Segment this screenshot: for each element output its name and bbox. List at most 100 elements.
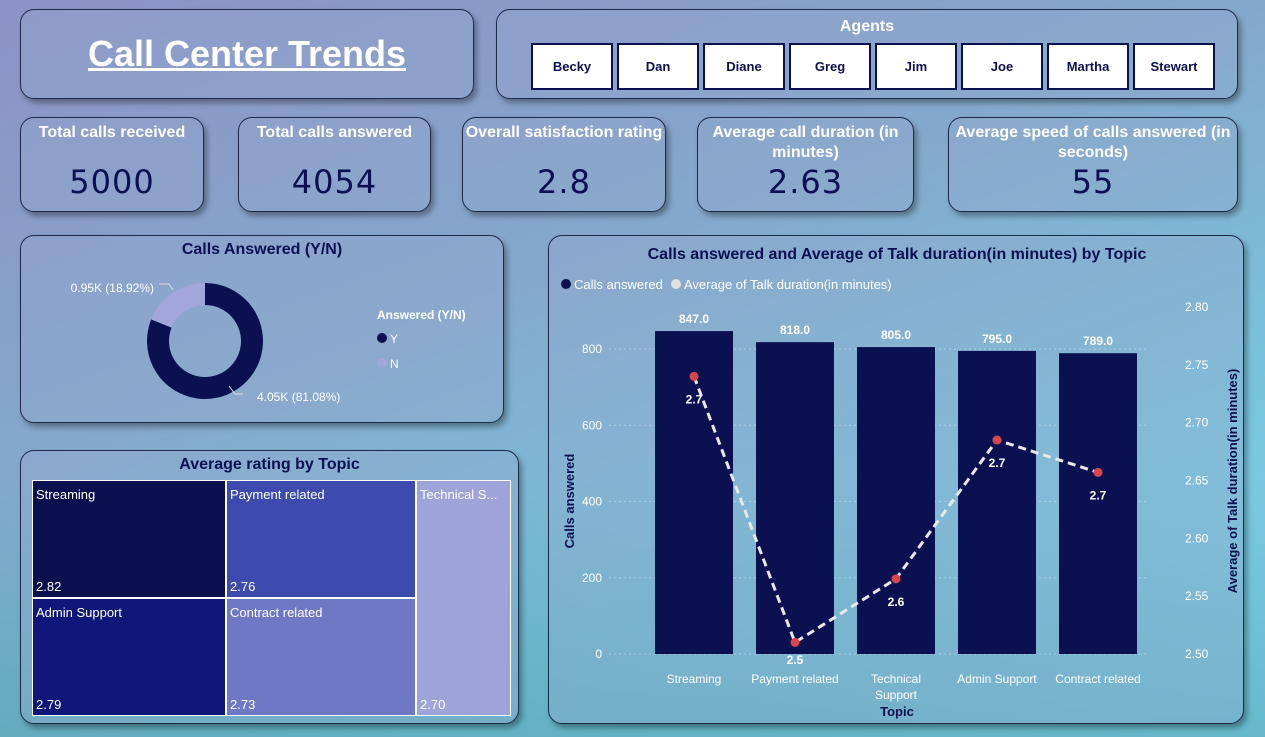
bar-1[interactable] bbox=[756, 342, 834, 654]
y2-tick-label: 2.50 bbox=[1185, 647, 1209, 661]
agent-button-martha[interactable]: Martha bbox=[1047, 43, 1129, 90]
bar-4[interactable] bbox=[1059, 353, 1137, 654]
line-data-label: 2.7 bbox=[686, 392, 703, 406]
kpi-value: 2.8 bbox=[537, 163, 591, 201]
y2-axis-title: Average of Talk duration(in minutes) bbox=[1225, 369, 1240, 594]
slice-label-Y: 4.05K (81.08%) bbox=[257, 390, 340, 404]
y-axis-title: Calls answered bbox=[562, 454, 577, 549]
legend-marker-Y bbox=[377, 333, 387, 343]
x-tick-label: Technical bbox=[871, 672, 921, 686]
kpi-value: 55 bbox=[1071, 163, 1115, 201]
y-tick-label: 0 bbox=[595, 647, 602, 661]
agent-button-becky[interactable]: Becky bbox=[531, 43, 613, 90]
kpi-card: Total calls received 5000 bbox=[20, 117, 204, 212]
y2-tick-label: 2.55 bbox=[1185, 589, 1209, 603]
tile-name: Contract related bbox=[230, 605, 323, 620]
agent-button-greg[interactable]: Greg bbox=[789, 43, 871, 90]
agent-button-joe[interactable]: Joe bbox=[961, 43, 1043, 90]
treemap-tile[interactable]: Contract related 2.73 bbox=[226, 598, 416, 716]
agent-button-diane[interactable]: Diane bbox=[703, 43, 785, 90]
line-data-label: 2.7 bbox=[989, 456, 1006, 470]
label-leader bbox=[228, 385, 243, 395]
combo-chart: Calls answered and Average of Talk durat… bbox=[561, 246, 1240, 719]
tile-value: 2.70 bbox=[420, 697, 446, 712]
x-tick-label: Contract related bbox=[1055, 672, 1140, 686]
line-data-label: 2.6 bbox=[888, 595, 905, 609]
bar-0[interactable] bbox=[655, 331, 733, 654]
kpi-label: Average speed of calls answered (in seco… bbox=[955, 124, 1231, 161]
label-leader bbox=[159, 283, 174, 291]
line-data-label: 2.7 bbox=[1090, 488, 1107, 502]
x-axis-title: Topic bbox=[880, 704, 914, 719]
y-tick-label: 200 bbox=[582, 571, 602, 585]
y-tick-label: 400 bbox=[582, 495, 602, 509]
bar-data-label: 795.0 bbox=[982, 332, 1012, 346]
x-tick-label: Admin Support bbox=[957, 672, 1037, 686]
dashboard-title: Call Center Trends bbox=[87, 33, 407, 74]
y2-tick-label: 2.60 bbox=[1185, 531, 1209, 545]
y-tick-label: 600 bbox=[582, 418, 602, 432]
bar-data-label: 818.0 bbox=[780, 323, 810, 337]
x-tick-label: Payment related bbox=[751, 672, 838, 686]
treemap-tile[interactable]: Technical S... 2.70 bbox=[416, 480, 511, 716]
kpi-label: Total calls answered bbox=[256, 124, 413, 141]
kpi-value: 5000 bbox=[69, 163, 155, 201]
legend-marker-N bbox=[377, 358, 387, 368]
calls-answered-donut-card: Calls Answered (Y/N) 0.95K (18.92%) 4.05K… bbox=[20, 235, 504, 423]
tile-value: 2.73 bbox=[230, 697, 256, 712]
donut-chart: 0.95K (18.92%) 4.05K (81.08%) Answered (Y/… bbox=[71, 281, 466, 404]
agent-button-jim[interactable]: Jim bbox=[875, 43, 957, 90]
legend-item-calls[interactable]: Calls answered bbox=[574, 277, 663, 292]
tile-name: Payment related bbox=[230, 487, 325, 502]
agent-button-dan[interactable]: Dan bbox=[617, 43, 699, 90]
y2-tick-label: 2.80 bbox=[1185, 300, 1209, 314]
tile-value: 2.76 bbox=[230, 579, 256, 594]
x-tick-label: Streaming bbox=[667, 672, 722, 686]
combo-chart-card: Calls answered and Average of Talk durat… bbox=[548, 235, 1244, 724]
bar-2[interactable] bbox=[857, 347, 935, 654]
line-point-4[interactable] bbox=[1093, 467, 1103, 477]
legend-item-talk[interactable]: Average of Talk duration(in minutes) bbox=[684, 277, 892, 292]
bar-data-label: 847.0 bbox=[679, 312, 709, 326]
treemap-tile[interactable]: Streaming 2.82 bbox=[32, 480, 226, 598]
line-point-3[interactable] bbox=[992, 435, 1002, 445]
x-tick-label: Support bbox=[875, 688, 918, 702]
line-point-2[interactable] bbox=[891, 574, 901, 584]
kpi-value: 4054 bbox=[291, 163, 378, 201]
legend-title: Answered (Y/N) bbox=[377, 308, 466, 322]
bar-3[interactable] bbox=[958, 350, 1036, 654]
dashboard-title-card: Call Center Trends bbox=[20, 9, 474, 99]
legend-item-N[interactable]: N bbox=[390, 357, 399, 371]
y2-tick-label: 2.65 bbox=[1185, 474, 1209, 488]
bar-data-label: 789.0 bbox=[1083, 334, 1113, 348]
legend-item-Y[interactable]: Y bbox=[390, 332, 398, 346]
line-point-1[interactable] bbox=[790, 637, 800, 647]
kpi-card: Overall satisfaction rating 2.8 bbox=[462, 117, 666, 212]
legend-marker-calls bbox=[561, 279, 571, 289]
y2-tick-label: 2.75 bbox=[1185, 358, 1209, 372]
donut-slice-N[interactable] bbox=[151, 283, 205, 328]
line-point-0[interactable] bbox=[689, 371, 699, 381]
agents-slicer-label: Agents bbox=[839, 18, 895, 35]
kpi-card: Total calls answered 4054 bbox=[238, 117, 431, 212]
chart-title: Calls answered and Average of Talk durat… bbox=[648, 246, 1147, 263]
agent-button-stewart[interactable]: Stewart bbox=[1133, 43, 1215, 90]
tile-name: Admin Support bbox=[36, 605, 122, 620]
kpi-label: Total calls received bbox=[38, 124, 186, 141]
y2-tick-label: 2.70 bbox=[1185, 416, 1209, 430]
legend-marker-talk bbox=[671, 279, 681, 289]
kpi-value: 2.63 bbox=[767, 163, 844, 201]
treemap-tile[interactable]: Payment related 2.76 bbox=[226, 480, 416, 598]
kpi-label: Average call duration (in minutes) bbox=[712, 124, 899, 161]
donut-slice-Y[interactable] bbox=[147, 283, 263, 399]
kpi-label: Overall satisfaction rating bbox=[465, 124, 663, 141]
treemap-tile[interactable]: Admin Support 2.79 bbox=[32, 598, 226, 716]
y-tick-label: 800 bbox=[582, 342, 602, 356]
kpi-card: Average speed of calls answered (in seco… bbox=[948, 117, 1238, 212]
tile-value: 2.79 bbox=[36, 697, 62, 712]
treemap-card: Average rating by Topic Streaming 2.82 Pay… bbox=[20, 450, 519, 724]
slice-label-N: 0.95K (18.92%) bbox=[71, 281, 154, 295]
kpi-card: Average call duration (in minutes) 2.63 bbox=[697, 117, 914, 212]
line-data-label: 2.5 bbox=[787, 653, 804, 667]
tile-name: Technical S... bbox=[420, 487, 498, 502]
